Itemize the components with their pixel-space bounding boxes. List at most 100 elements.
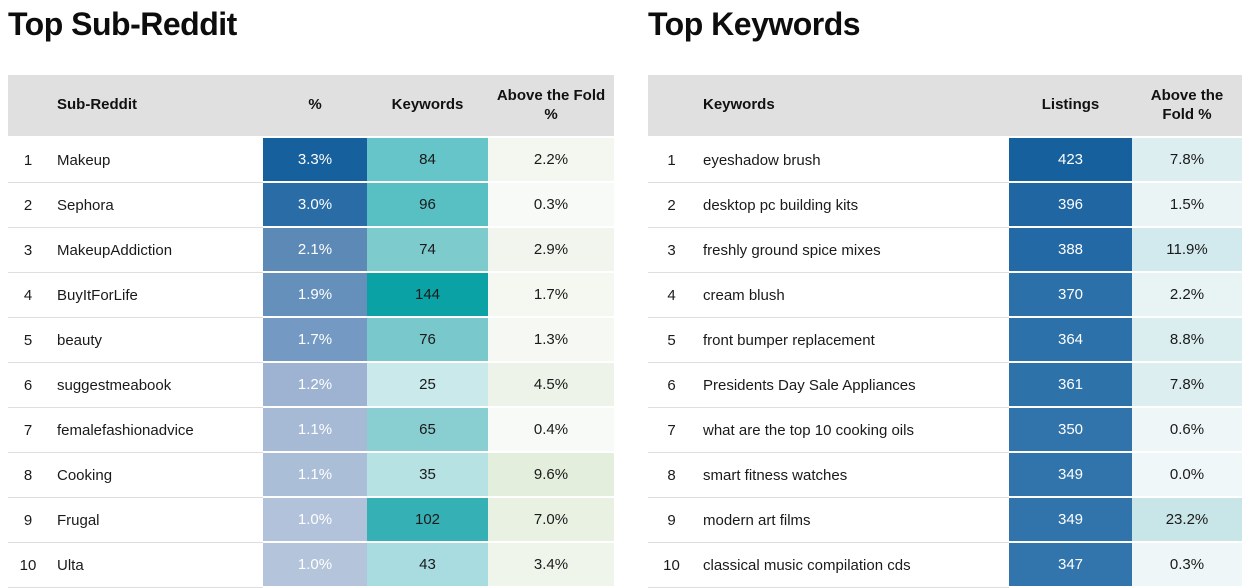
rank-cell: 10 — [648, 543, 695, 588]
percent-cell: 3.0% — [263, 183, 367, 228]
subreddit-column-header: Sub-Reddit — [57, 96, 137, 114]
table-row: 9 Frugal 1.0% 102 7.0% — [8, 498, 614, 543]
table-row: 6 suggestmeabook 1.2% 25 4.5% — [8, 363, 614, 408]
keyword-name-cell: modern art films — [695, 498, 1009, 543]
keyword-name-cell: eyeshadow brush — [695, 138, 1009, 183]
subreddit-table: Sub-Reddit % Keywords Above the Fold % 1… — [8, 75, 614, 588]
table-row: 10 Ulta 1.0% 43 3.4% — [8, 543, 614, 588]
rank-cell: 2 — [648, 183, 695, 228]
keyword-name-cell: freshly ground spice mixes — [695, 228, 1009, 273]
above-fold-cell: 9.6% — [488, 453, 614, 498]
keywords-table: Keywords Listings Above the Fold % 1 eyes… — [648, 75, 1242, 588]
above-fold-cell: 7.8% — [1132, 363, 1242, 408]
table-row: 6 Presidents Day Sale Appliances 361 7.8% — [648, 363, 1242, 408]
percent-cell: 1.9% — [263, 273, 367, 318]
table-row: 1 Makeup 3.3% 84 2.2% — [8, 138, 614, 183]
keywords-count-cell: 96 — [367, 183, 488, 228]
table-row: 7 femalefashionadvice 1.1% 65 0.4% — [8, 408, 614, 453]
percent-cell: 3.3% — [263, 138, 367, 183]
keywords-count-cell: 74 — [367, 228, 488, 273]
subreddit-name-cell: beauty — [48, 318, 263, 363]
keywords-column-header: Keywords — [703, 96, 775, 114]
rank-cell: 1 — [8, 138, 48, 183]
listings-column-header: Listings — [1041, 96, 1100, 114]
above-fold-cell: 1.3% — [488, 318, 614, 363]
subreddit-name-cell: suggestmeabook — [48, 363, 263, 408]
table-row: 8 smart fitness watches 349 0.0% — [648, 453, 1242, 498]
above-fold-cell: 2.9% — [488, 228, 614, 273]
keywords-count-cell: 35 — [367, 453, 488, 498]
table-row: 3 MakeupAddiction 2.1% 74 2.9% — [8, 228, 614, 273]
keyword-name-cell: front bumper replacement — [695, 318, 1009, 363]
subreddit-name-cell: Ulta — [48, 543, 263, 588]
rank-cell: 1 — [648, 138, 695, 183]
rank-cell: 9 — [8, 498, 48, 543]
subreddit-table-body: 1 Makeup 3.3% 84 2.2% 2 Sephora 3.0% 96 0.3% 3 Make… — [8, 138, 614, 588]
listings-count-cell: 349 — [1009, 453, 1132, 498]
table-row: 10 classical music compilation cds 347 0.3% — [648, 543, 1242, 588]
rank-cell: 4 — [8, 273, 48, 318]
above-fold-cell: 0.3% — [1132, 543, 1242, 588]
keywords-count-cell: 102 — [367, 498, 488, 543]
table-row: 5 front bumper replacement 364 8.8% — [648, 318, 1242, 363]
keywords-count-cell: 84 — [367, 138, 488, 183]
keywords-count-cell: 43 — [367, 543, 488, 588]
keywords-table-body: 1 eyeshadow brush 423 7.8% 2 desktop pc build… — [648, 138, 1242, 588]
keywords-table-header: Keywords Listings Above the Fold % — [648, 75, 1242, 138]
table-row: 1 eyeshadow brush 423 7.8% — [648, 138, 1242, 183]
above-fold-cell: 23.2% — [1132, 498, 1242, 543]
table-row: 4 cream blush 370 2.2% — [648, 273, 1242, 318]
listings-count-cell: 361 — [1009, 363, 1132, 408]
subreddit-name-cell: BuyItForLife — [48, 273, 263, 318]
keywords-count-cell: 76 — [367, 318, 488, 363]
rank-cell: 10 — [8, 543, 48, 588]
subreddit-name-cell: femalefashionadvice — [48, 408, 263, 453]
percent-cell: 1.7% — [263, 318, 367, 363]
above-fold-cell: 1.7% — [488, 273, 614, 318]
table-row: 8 Cooking 1.1% 35 9.6% — [8, 453, 614, 498]
above-fold-cell: 7.0% — [488, 498, 614, 543]
rank-cell: 7 — [648, 408, 695, 453]
rank-cell: 7 — [8, 408, 48, 453]
above-fold-column-header: Above the Fold % — [496, 86, 606, 123]
listings-count-cell: 396 — [1009, 183, 1132, 228]
keyword-name-cell: cream blush — [695, 273, 1009, 318]
table-row: 9 modern art films 349 23.2% — [648, 498, 1242, 543]
rank-cell: 6 — [8, 363, 48, 408]
table-row: 5 beauty 1.7% 76 1.3% — [8, 318, 614, 363]
subreddit-name-cell: Cooking — [48, 453, 263, 498]
subreddit-name-cell: Frugal — [48, 498, 263, 543]
listings-count-cell: 364 — [1009, 318, 1132, 363]
subreddit-name-cell: Makeup — [48, 138, 263, 183]
listings-count-cell: 423 — [1009, 138, 1132, 183]
keywords-count-cell: 144 — [367, 273, 488, 318]
rank-cell: 3 — [8, 228, 48, 273]
table-row: 4 BuyItForLife 1.9% 144 1.7% — [8, 273, 614, 318]
above-fold-cell: 0.6% — [1132, 408, 1242, 453]
percent-cell: 2.1% — [263, 228, 367, 273]
table-row: 2 Sephora 3.0% 96 0.3% — [8, 183, 614, 228]
rank-cell: 3 — [648, 228, 695, 273]
rank-cell: 6 — [648, 363, 695, 408]
above-fold-cell: 8.8% — [1132, 318, 1242, 363]
percent-cell: 1.0% — [263, 498, 367, 543]
keyword-name-cell: what are the top 10 cooking oils — [695, 408, 1009, 453]
rank-cell: 2 — [8, 183, 48, 228]
percent-column-header: % — [308, 96, 322, 114]
above-fold-cell: 3.4% — [488, 543, 614, 588]
listings-count-cell: 349 — [1009, 498, 1132, 543]
listings-count-cell: 347 — [1009, 543, 1132, 588]
subreddit-table-header: Sub-Reddit % Keywords Above the Fold % — [8, 75, 614, 138]
table-row: 3 freshly ground spice mixes 388 11.9% — [648, 228, 1242, 273]
above-fold-cell: 0.0% — [1132, 453, 1242, 498]
percent-cell: 1.0% — [263, 543, 367, 588]
above-fold-cell: 1.5% — [1132, 183, 1242, 228]
above-fold-cell: 0.3% — [488, 183, 614, 228]
above-fold-cell: 0.4% — [488, 408, 614, 453]
rank-cell: 8 — [8, 453, 48, 498]
keyword-name-cell: desktop pc building kits — [695, 183, 1009, 228]
listings-count-cell: 370 — [1009, 273, 1132, 318]
above-fold-cell: 11.9% — [1132, 228, 1242, 273]
above-fold-column-header: Above the Fold % — [1150, 86, 1224, 123]
rank-cell: 9 — [648, 498, 695, 543]
